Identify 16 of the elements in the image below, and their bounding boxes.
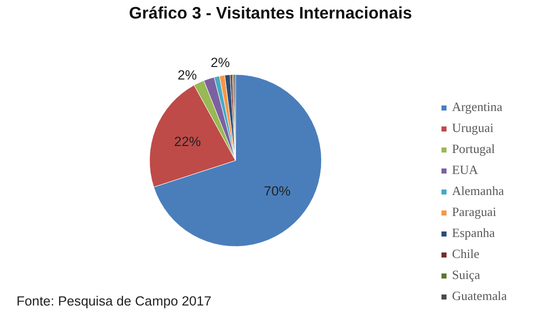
source-note: Fonte: Pesquisa de Campo 2017 (16, 294, 212, 308)
data-label: 2% (178, 67, 197, 82)
data-label: 70% (264, 183, 291, 198)
legend-label: Portugal (452, 142, 495, 157)
legend-label: Chile (452, 247, 480, 262)
legend-label: Paraguai (452, 205, 496, 220)
legend-label: EUA (452, 163, 478, 178)
chart-title: Gráfico 3 - Visitantes Internacionais (129, 4, 412, 22)
legend-label: Suiça (452, 268, 480, 283)
legend-label: Espanha (452, 226, 495, 241)
data-label: 2% (210, 55, 230, 70)
legend-label: Alemanha (452, 184, 504, 199)
legend-label: Guatemala (452, 289, 507, 304)
legend-label: Argentina (452, 100, 502, 115)
data-label: 22% (174, 134, 202, 150)
legend-label: Uruguai (452, 121, 494, 136)
